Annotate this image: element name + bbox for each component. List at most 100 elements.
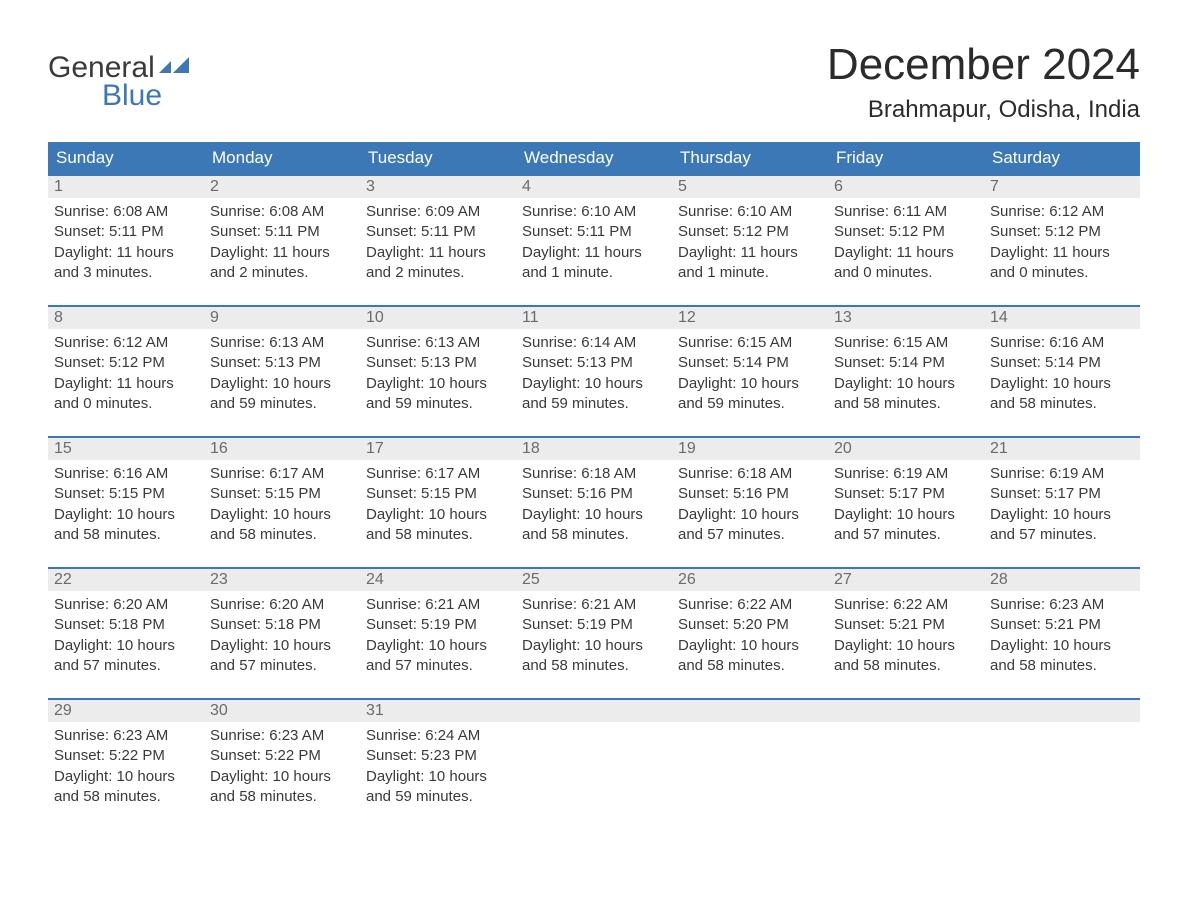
day-number: 6 [828, 176, 984, 198]
sunset-line: Sunset: 5:18 PM [54, 615, 198, 635]
day-number: 5 [672, 176, 828, 198]
calendar-day: 15Sunrise: 6:16 AMSunset: 5:15 PMDayligh… [48, 438, 204, 549]
day-details: Sunrise: 6:23 AMSunset: 5:21 PMDaylight:… [984, 591, 1140, 680]
calendar-day: 29Sunrise: 6:23 AMSunset: 5:22 PMDayligh… [48, 700, 204, 811]
logo-text-blue: Blue [48, 80, 193, 112]
day-number: 16 [204, 438, 360, 460]
calendar-day: 12Sunrise: 6:15 AMSunset: 5:14 PMDayligh… [672, 307, 828, 418]
calendar-day [516, 700, 672, 811]
day-number: 3 [360, 176, 516, 198]
sunrise-line: Sunrise: 6:11 AM [834, 202, 978, 222]
day-number: 19 [672, 438, 828, 460]
day-number: 24 [360, 569, 516, 591]
day-number [828, 700, 984, 722]
sunrise-line: Sunrise: 6:20 AM [210, 595, 354, 615]
calendar-week: 8Sunrise: 6:12 AMSunset: 5:12 PMDaylight… [48, 305, 1140, 418]
sunset-line: Sunset: 5:11 PM [54, 222, 198, 242]
day-details: Sunrise: 6:16 AMSunset: 5:14 PMDaylight:… [984, 329, 1140, 418]
sunset-line: Sunset: 5:21 PM [990, 615, 1134, 635]
day-details: Sunrise: 6:20 AMSunset: 5:18 PMDaylight:… [48, 591, 204, 680]
sunset-line: Sunset: 5:15 PM [366, 484, 510, 504]
dow-saturday: Saturday [984, 142, 1140, 174]
daylight-line-1: Daylight: 10 hours [522, 636, 666, 656]
day-number: 14 [984, 307, 1140, 329]
sunrise-line: Sunrise: 6:23 AM [210, 726, 354, 746]
sunset-line: Sunset: 5:12 PM [678, 222, 822, 242]
sunrise-line: Sunrise: 6:22 AM [834, 595, 978, 615]
daylight-line-2: and 57 minutes. [54, 656, 198, 676]
day-details: Sunrise: 6:15 AMSunset: 5:14 PMDaylight:… [828, 329, 984, 418]
daylight-line-2: and 0 minutes. [54, 394, 198, 414]
day-details: Sunrise: 6:17 AMSunset: 5:15 PMDaylight:… [204, 460, 360, 549]
daylight-line-1: Daylight: 11 hours [366, 243, 510, 263]
day-number: 17 [360, 438, 516, 460]
page-header: General Blue December 2024 Brahmapur, Od… [48, 40, 1140, 124]
daylight-line-2: and 58 minutes. [54, 525, 198, 545]
day-details: Sunrise: 6:19 AMSunset: 5:17 PMDaylight:… [828, 460, 984, 549]
calendar-week: 1Sunrise: 6:08 AMSunset: 5:11 PMDaylight… [48, 174, 1140, 287]
day-number: 30 [204, 700, 360, 722]
calendar-day: 16Sunrise: 6:17 AMSunset: 5:15 PMDayligh… [204, 438, 360, 549]
calendar-day: 10Sunrise: 6:13 AMSunset: 5:13 PMDayligh… [360, 307, 516, 418]
daylight-line-1: Daylight: 10 hours [210, 374, 354, 394]
daylight-line-1: Daylight: 11 hours [834, 243, 978, 263]
day-details: Sunrise: 6:24 AMSunset: 5:23 PMDaylight:… [360, 722, 516, 811]
day-number [516, 700, 672, 722]
daylight-line-1: Daylight: 10 hours [54, 767, 198, 787]
sunrise-line: Sunrise: 6:20 AM [54, 595, 198, 615]
calendar-day: 25Sunrise: 6:21 AMSunset: 5:19 PMDayligh… [516, 569, 672, 680]
day-details: Sunrise: 6:08 AMSunset: 5:11 PMDaylight:… [48, 198, 204, 287]
sunrise-line: Sunrise: 6:23 AM [54, 726, 198, 746]
day-number [984, 700, 1140, 722]
daylight-line-1: Daylight: 10 hours [834, 636, 978, 656]
day-details: Sunrise: 6:13 AMSunset: 5:13 PMDaylight:… [360, 329, 516, 418]
sunrise-line: Sunrise: 6:22 AM [678, 595, 822, 615]
daylight-line-2: and 1 minute. [522, 263, 666, 283]
sunrise-line: Sunrise: 6:14 AM [522, 333, 666, 353]
calendar-week: 29Sunrise: 6:23 AMSunset: 5:22 PMDayligh… [48, 698, 1140, 811]
calendar-day: 31Sunrise: 6:24 AMSunset: 5:23 PMDayligh… [360, 700, 516, 811]
daylight-line-1: Daylight: 10 hours [366, 636, 510, 656]
sunrise-line: Sunrise: 6:16 AM [54, 464, 198, 484]
day-number: 13 [828, 307, 984, 329]
daylight-line-2: and 58 minutes. [834, 394, 978, 414]
daylight-line-2: and 58 minutes. [210, 525, 354, 545]
sunrise-line: Sunrise: 6:10 AM [522, 202, 666, 222]
daylight-line-2: and 58 minutes. [522, 525, 666, 545]
day-number: 28 [984, 569, 1140, 591]
sunrise-line: Sunrise: 6:08 AM [210, 202, 354, 222]
daylight-line-1: Daylight: 11 hours [210, 243, 354, 263]
daylight-line-2: and 3 minutes. [54, 263, 198, 283]
daylight-line-2: and 59 minutes. [522, 394, 666, 414]
daylight-line-1: Daylight: 11 hours [678, 243, 822, 263]
sunset-line: Sunset: 5:23 PM [366, 746, 510, 766]
calendar-day [828, 700, 984, 811]
day-details: Sunrise: 6:21 AMSunset: 5:19 PMDaylight:… [360, 591, 516, 680]
daylight-line-1: Daylight: 11 hours [54, 374, 198, 394]
calendar: Sunday Monday Tuesday Wednesday Thursday… [48, 142, 1140, 811]
day-number: 26 [672, 569, 828, 591]
calendar-day: 27Sunrise: 6:22 AMSunset: 5:21 PMDayligh… [828, 569, 984, 680]
day-number: 10 [360, 307, 516, 329]
day-number: 1 [48, 176, 204, 198]
day-number: 25 [516, 569, 672, 591]
day-details: Sunrise: 6:16 AMSunset: 5:15 PMDaylight:… [48, 460, 204, 549]
day-number [672, 700, 828, 722]
sunrise-line: Sunrise: 6:18 AM [678, 464, 822, 484]
daylight-line-1: Daylight: 10 hours [210, 505, 354, 525]
daylight-line-2: and 57 minutes. [678, 525, 822, 545]
calendar-week: 15Sunrise: 6:16 AMSunset: 5:15 PMDayligh… [48, 436, 1140, 549]
calendar-day: 24Sunrise: 6:21 AMSunset: 5:19 PMDayligh… [360, 569, 516, 680]
sunset-line: Sunset: 5:17 PM [834, 484, 978, 504]
dow-tuesday: Tuesday [360, 142, 516, 174]
day-number: 2 [204, 176, 360, 198]
calendar-day: 21Sunrise: 6:19 AMSunset: 5:17 PMDayligh… [984, 438, 1140, 549]
daylight-line-1: Daylight: 10 hours [54, 636, 198, 656]
day-details: Sunrise: 6:18 AMSunset: 5:16 PMDaylight:… [516, 460, 672, 549]
calendar-day: 3Sunrise: 6:09 AMSunset: 5:11 PMDaylight… [360, 176, 516, 287]
daylight-line-2: and 59 minutes. [366, 394, 510, 414]
daylight-line-2: and 2 minutes. [366, 263, 510, 283]
daylight-line-1: Daylight: 11 hours [522, 243, 666, 263]
day-details: Sunrise: 6:21 AMSunset: 5:19 PMDaylight:… [516, 591, 672, 680]
daylight-line-1: Daylight: 10 hours [366, 505, 510, 525]
